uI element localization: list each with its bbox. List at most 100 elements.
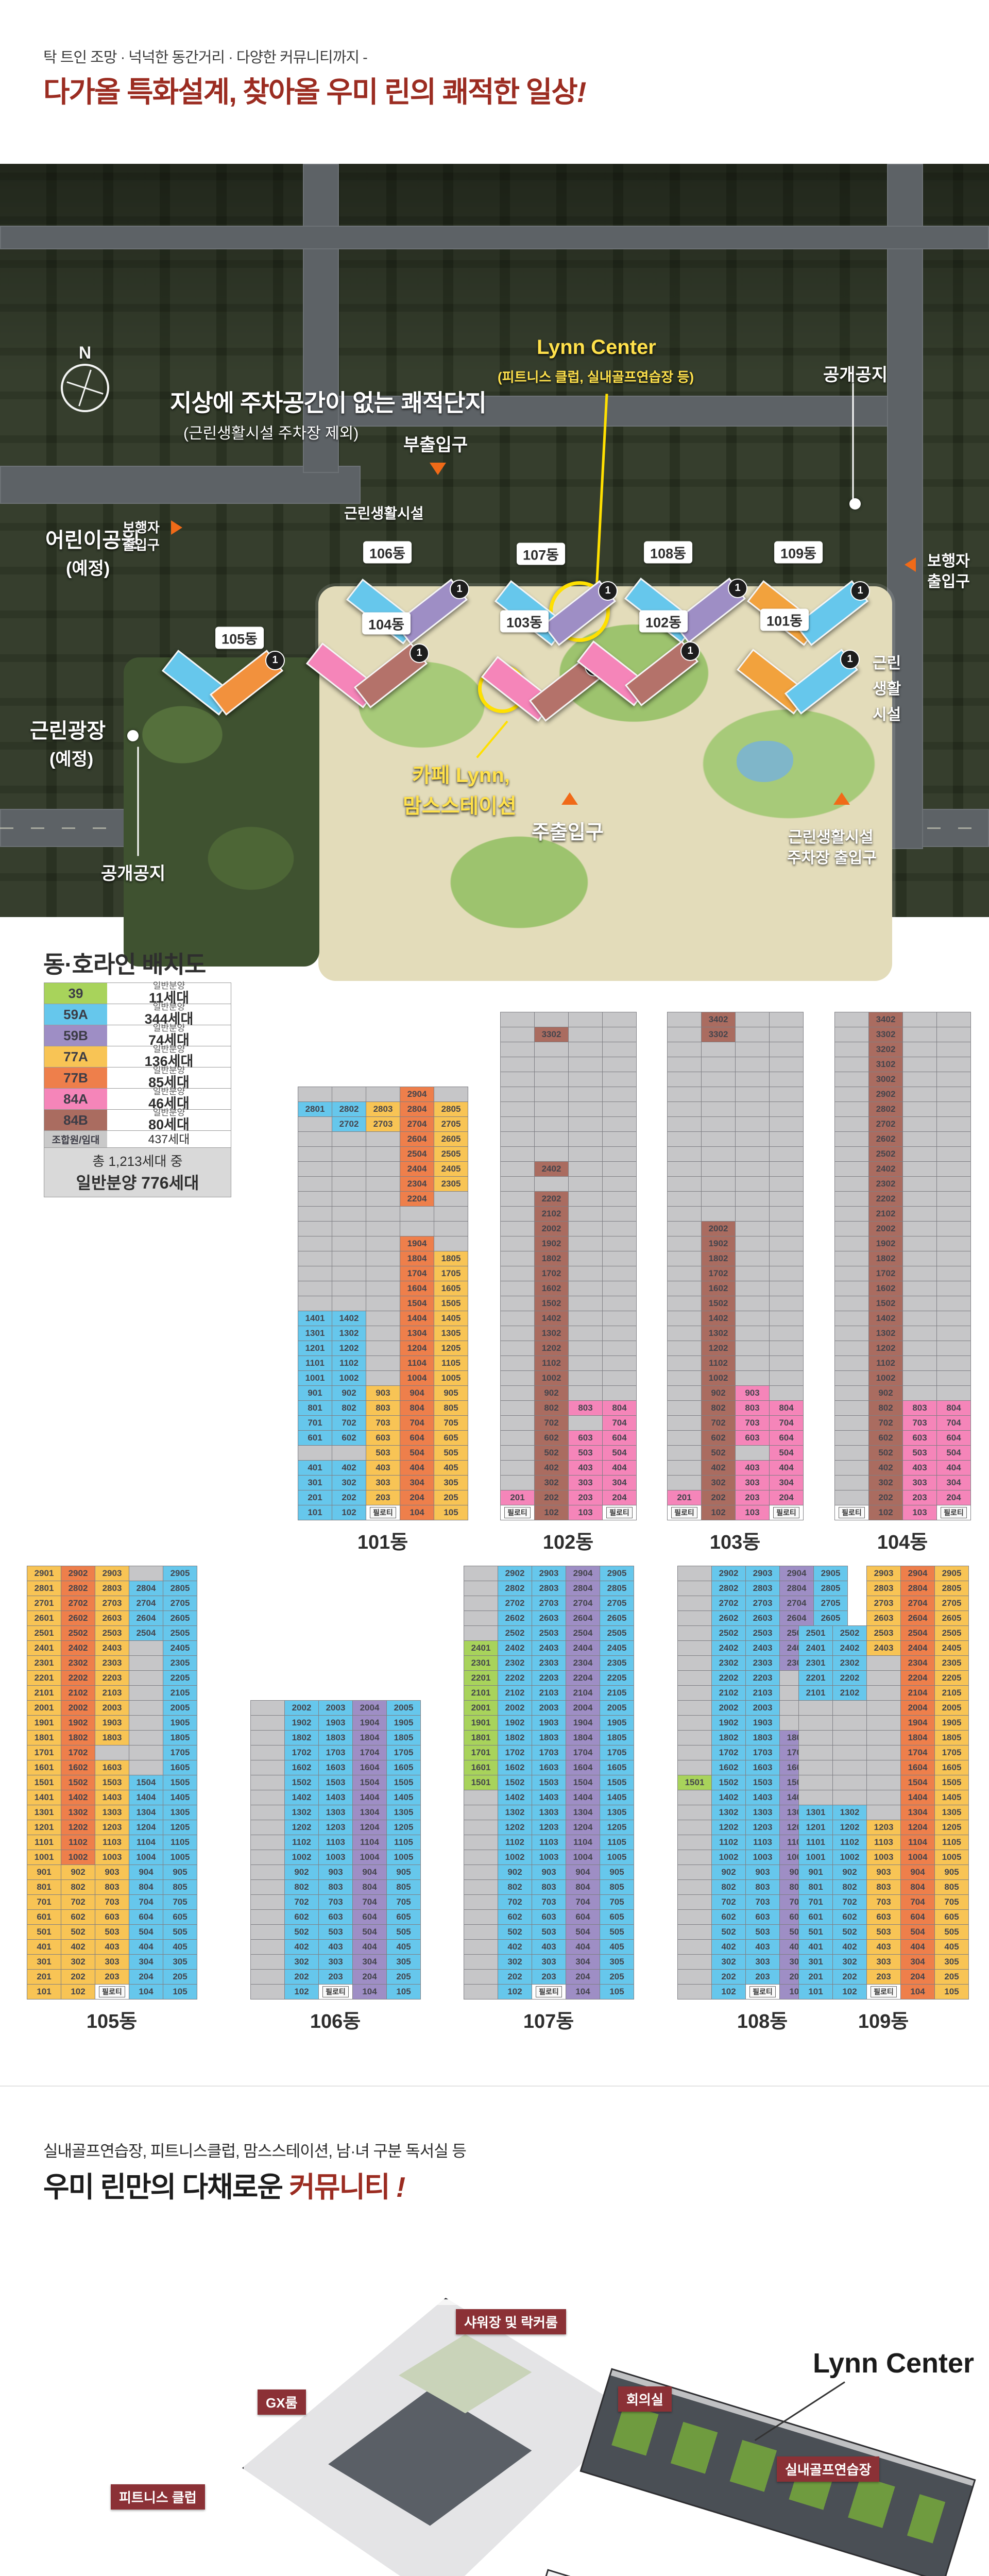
unit-cell: 705 <box>386 1894 421 1910</box>
leader-dot-icon <box>849 498 861 510</box>
rental-cell <box>434 1191 468 1207</box>
unit-cell: 1902 <box>61 1715 95 1731</box>
rental-cell <box>500 1206 535 1222</box>
rental-cell <box>129 1745 163 1760</box>
unit-cell: 304 <box>400 1475 434 1490</box>
rental-cell <box>677 1640 712 1656</box>
rental-cell <box>701 1146 736 1162</box>
site-label: 보행자 <box>123 520 160 535</box>
rental-cell <box>902 1296 937 1311</box>
unit-cell: 2804 <box>900 1581 935 1596</box>
unit-cell: 501 <box>27 1924 61 1940</box>
entrance-arrow-icon <box>430 463 446 475</box>
unit-cell: 403 <box>745 1939 780 1955</box>
rental-cell <box>701 1161 736 1177</box>
rental-cell <box>667 1236 702 1251</box>
unit-cell: 805 <box>386 1879 421 1895</box>
unit-cell: 2903 <box>866 1566 901 1581</box>
unit-cell: 204 <box>352 1969 387 1985</box>
legend-row: 84B 일반분양 80세대 <box>44 1108 231 1132</box>
unit-cell: 704 <box>936 1415 971 1431</box>
rental-cell <box>434 1087 468 1102</box>
rental-cell <box>677 1745 712 1760</box>
rental-cell <box>568 1087 603 1102</box>
unit-cell: 2802 <box>498 1581 532 1596</box>
rental-cell <box>902 1221 937 1236</box>
unit-cell: 1704 <box>566 1745 600 1760</box>
unit-cell: 2601 <box>27 1611 61 1626</box>
unit-cell: 1505 <box>386 1775 421 1790</box>
unit-cell: 1603 <box>95 1760 129 1775</box>
unit-cell: 1902 <box>534 1236 569 1251</box>
rental-cell <box>769 1101 804 1117</box>
unit-cell: 1404 <box>400 1311 434 1326</box>
rental-cell <box>936 1251 971 1266</box>
unit-cell: 2703 <box>745 1596 780 1611</box>
rental-cell <box>602 1087 637 1102</box>
rental-cell <box>902 1385 937 1401</box>
rental-cell <box>534 1087 569 1102</box>
unit-cell: 1302 <box>534 1326 569 1341</box>
site-building-107동: 1 <box>494 577 618 654</box>
unit-cell: 505 <box>934 1924 969 1940</box>
legend-count: 일반분양 344세대 <box>107 1003 231 1027</box>
piloti-cell: 필로티 <box>602 1505 637 1520</box>
unit-cell: 2002 <box>711 1700 746 1716</box>
unit-cell: 2603 <box>95 1611 129 1626</box>
rental-cell <box>250 1924 285 1940</box>
rental-cell <box>936 1221 971 1236</box>
unit-cell: 605 <box>386 1909 421 1925</box>
unit-cell: 2704 <box>566 1596 600 1611</box>
unit-cell: 2703 <box>866 1596 901 1611</box>
legend-households: 344세대 <box>144 1011 194 1027</box>
rental-cell <box>677 1670 712 1686</box>
unit-cell: 2305 <box>163 1655 197 1671</box>
rental-cell <box>568 1355 603 1371</box>
unit-cell: 1902 <box>284 1715 319 1731</box>
leader-line <box>852 383 854 505</box>
rental-cell <box>667 1057 702 1072</box>
unit-cell: 203 <box>902 1490 937 1505</box>
unit-cell: 2604 <box>900 1611 935 1626</box>
rental-cell <box>568 1221 603 1236</box>
road-top-horizontal <box>0 226 989 249</box>
rental-cell <box>667 1146 702 1162</box>
rental-cell <box>866 1700 901 1716</box>
legend-count: 일반분양 46세대 <box>107 1087 231 1111</box>
unit-cell: 302 <box>332 1475 366 1490</box>
legend-row: 59B 일반분양 74세대 <box>44 1024 231 1047</box>
unit-cell: 1605 <box>434 1281 468 1296</box>
unit-cell: 503 <box>95 1924 129 1940</box>
unit-cell: 1005 <box>386 1850 421 1865</box>
unit-cell: 1405 <box>600 1790 634 1805</box>
unit-cell: 2902 <box>868 1087 903 1102</box>
site-label: 맘스스테이션 <box>403 795 517 818</box>
unit-cell: 2201 <box>464 1670 498 1686</box>
rental-cell <box>568 1027 603 1042</box>
unit-cell: 2604 <box>129 1611 163 1626</box>
rental-cell <box>332 1281 366 1296</box>
unit-cell: 704 <box>566 1894 600 1910</box>
unit-cell: 903 <box>318 1865 353 1880</box>
rental-cell <box>701 1191 736 1207</box>
unit-cell: 804 <box>400 1400 434 1416</box>
unit-cell: 704 <box>352 1894 387 1910</box>
unit-cell: 2202 <box>711 1670 746 1686</box>
rental-cell <box>500 1087 535 1102</box>
rental-cell <box>568 1176 603 1192</box>
site-label: 주출입구 <box>532 822 604 843</box>
rental-cell <box>602 1326 637 1341</box>
unit-cell: 304 <box>900 1954 935 1970</box>
rental-cell <box>769 1042 804 1057</box>
unit-cell: 2905 <box>813 1566 848 1581</box>
unit-cell: 302 <box>832 1954 867 1970</box>
unit-cell: 402 <box>701 1460 736 1476</box>
rental-cell <box>866 1670 901 1686</box>
unit-cell: 2604 <box>779 1611 814 1626</box>
rental-cell <box>735 1266 770 1281</box>
rental-cell <box>735 1131 770 1147</box>
unit-cell: 2002 <box>534 1221 569 1236</box>
rental-cell <box>769 1191 804 1207</box>
building-number-badge: 1 <box>680 641 700 661</box>
rental-cell <box>902 1311 937 1326</box>
